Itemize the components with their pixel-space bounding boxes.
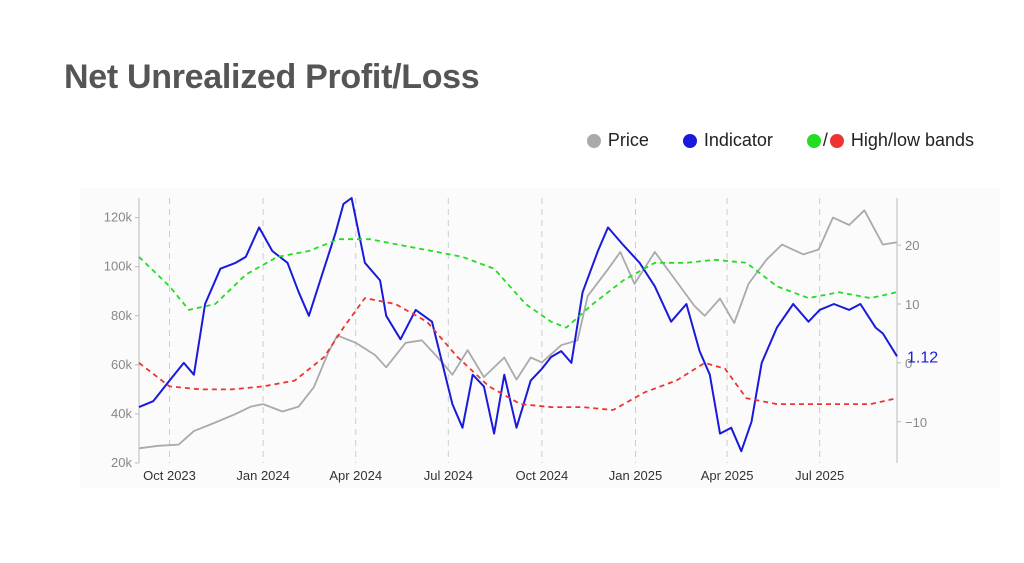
- y-left-tick-label: 20k: [111, 455, 132, 470]
- legend-item-bands[interactable]: / High/low bands: [806, 130, 974, 151]
- x-tick-label: Jul 2024: [424, 468, 473, 483]
- legend-label-indicator: Indicator: [703, 130, 773, 150]
- y-left-tick-label: 80k: [111, 308, 132, 323]
- indicator-last-value-label: 1.12: [907, 349, 938, 366]
- y-left-tick-label: 40k: [111, 406, 132, 421]
- y-left-tick-label: 120k: [104, 210, 133, 225]
- high-band-dot-icon: [806, 133, 821, 148]
- x-tick-label: Jan 2025: [609, 468, 663, 483]
- indicator-dot-icon: [682, 133, 697, 148]
- y-right-tick-label: 10: [905, 297, 919, 312]
- legend-item-price[interactable]: Price: [586, 130, 649, 151]
- series-line-high-band: [138, 238, 898, 329]
- x-tick-label: Apr 2025: [701, 468, 754, 483]
- x-tick-label: Apr 2024: [329, 468, 382, 483]
- series-line-low-band: [138, 297, 898, 411]
- y-right-tick-label: 0: [905, 356, 912, 371]
- x-tick-label: Jan 2024: [236, 468, 289, 483]
- x-tick-label: Oct 2024: [516, 468, 569, 483]
- y-left-tick-label: 100k: [104, 259, 133, 274]
- chart-legend: Price Indicator / High/low bands: [586, 130, 974, 151]
- chart-svg: Oct 2023 Jan 2024 Apr 2024 Jul 2024 Oct 2024…: [104, 197, 938, 483]
- page-title: Net Unrealized Profit/Loss: [64, 58, 480, 96]
- low-band-dot-icon: [829, 133, 844, 148]
- series-line-price: [138, 209, 898, 450]
- price-dot-icon: [586, 133, 601, 148]
- y-right-tick-label: 20: [905, 238, 919, 253]
- x-tick-label: Jul 2025: [795, 468, 844, 483]
- legend-label-price: Price: [607, 130, 649, 150]
- chart-area: Oct 2023 Jan 2024 Apr 2024 Jul 2024 Oct 2024…: [80, 188, 1000, 488]
- y-right-tick-label: −10: [905, 415, 927, 430]
- series-line-indicator: [138, 197, 898, 453]
- band-separator: /: [822, 130, 828, 150]
- y-left-tick-label: 60k: [111, 357, 132, 372]
- legend-item-indicator[interactable]: Indicator: [682, 130, 773, 151]
- x-tick-label: Oct 2023: [143, 468, 196, 483]
- legend-label-bands: High/low bands: [850, 130, 974, 150]
